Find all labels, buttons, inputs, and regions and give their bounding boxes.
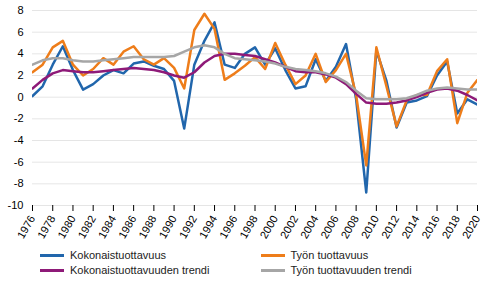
svg-text:2: 2 bbox=[17, 69, 23, 81]
svg-text:2000: 2000 bbox=[257, 213, 280, 240]
svg-text:-6: -6 bbox=[14, 156, 24, 168]
html-text:Työn tuottavuus: Työn tuottavuus bbox=[290, 249, 369, 261]
svg-text:2008: 2008 bbox=[338, 213, 361, 240]
svg-text:1980: 1980 bbox=[55, 213, 78, 240]
svg-text:2016: 2016 bbox=[419, 213, 442, 240]
svg-text:2006: 2006 bbox=[318, 213, 341, 240]
svg-text:2010: 2010 bbox=[359, 213, 382, 240]
html-text:Kokonaistuottavuus: Kokonaistuottavuus bbox=[70, 249, 166, 261]
svg-text:2012: 2012 bbox=[379, 213, 402, 240]
svg-text:2018: 2018 bbox=[439, 213, 462, 240]
svg-text:1986: 1986 bbox=[116, 213, 139, 240]
svg-text:1992: 1992 bbox=[176, 213, 199, 240]
svg-text:0: 0 bbox=[17, 91, 23, 103]
svg-text:6: 6 bbox=[17, 26, 23, 38]
svg-text:1984: 1984 bbox=[96, 213, 119, 240]
svg-text:1978: 1978 bbox=[35, 213, 58, 240]
svg-text:2002: 2002 bbox=[278, 213, 301, 240]
svg-text:-4: -4 bbox=[14, 134, 24, 146]
svg-text:-10: -10 bbox=[8, 199, 24, 211]
svg-text:8: 8 bbox=[17, 4, 23, 16]
svg-text:2014: 2014 bbox=[399, 213, 422, 240]
svg-text:-2: -2 bbox=[14, 112, 24, 124]
html-text:Työn tuottavuuden trendi: Työn tuottavuuden trendi bbox=[290, 264, 412, 276]
html-text:Kokonaistuottavuuden trendi: Kokonaistuottavuuden trendi bbox=[70, 264, 210, 276]
svg-text:4: 4 bbox=[17, 47, 23, 59]
svg-text:2020: 2020 bbox=[460, 213, 483, 240]
svg-text:1996: 1996 bbox=[217, 213, 240, 240]
svg-text:1994: 1994 bbox=[197, 213, 220, 240]
svg-text:1988: 1988 bbox=[136, 213, 159, 240]
svg-text:1976: 1976 bbox=[15, 213, 38, 240]
svg-text:1998: 1998 bbox=[237, 213, 260, 240]
svg-text:2004: 2004 bbox=[298, 213, 321, 240]
svg-text:-8: -8 bbox=[14, 177, 24, 189]
svg-text:1990: 1990 bbox=[156, 213, 179, 240]
svg-text:1982: 1982 bbox=[75, 213, 98, 240]
